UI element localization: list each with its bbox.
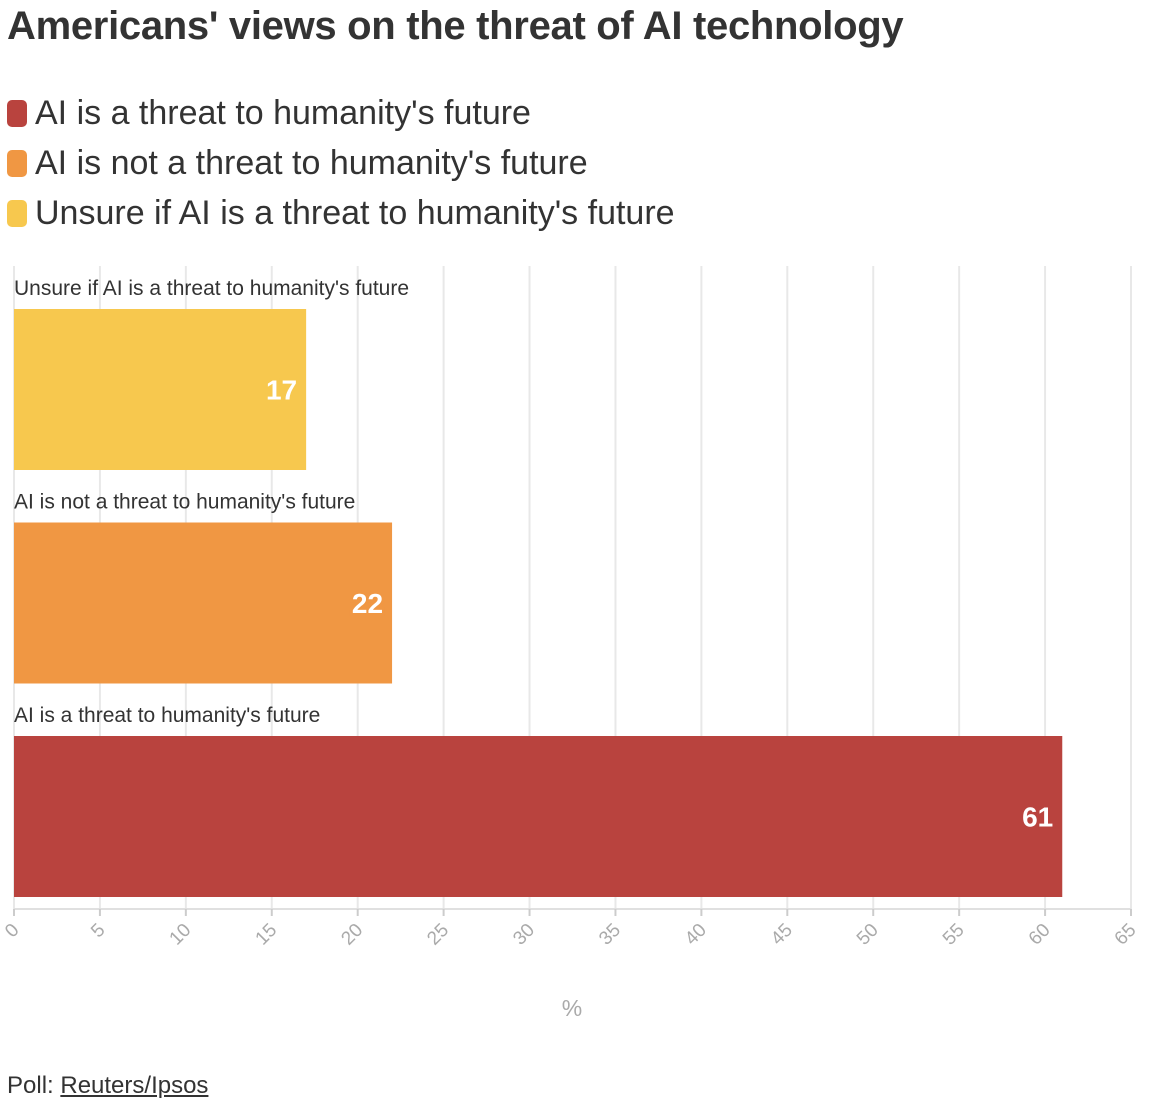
x-tick-label: 0 [1,920,23,942]
bar [14,736,1063,897]
footer-prefix: Poll: [7,1072,61,1099]
bar-value-label: 61 [1022,802,1053,833]
legend-item-not-threat: AI is not a threat to humanity's future [7,138,675,188]
legend-label-threat: AI is a threat to humanity's future [35,93,531,132]
footer-source: Poll: Reuters/Ipsos [7,1072,208,1100]
chart-title: Americans' views on the threat of AI tec… [7,4,904,48]
x-tick-label: 20 [337,920,367,950]
bar [14,522,393,684]
bar-category-label: AI is a threat to humanity's future [14,704,320,727]
source-link[interactable]: Reuters/Ipsos [60,1072,209,1099]
x-tick-label: 30 [509,920,539,950]
x-tick-label: 35 [595,920,625,950]
legend-swatch-unsure [7,199,27,227]
bar-value-label: 17 [266,375,297,406]
legend-swatch-not-threat [7,149,27,177]
bar-chart: Unsure if AI is a threat to humanity's f… [1,266,1141,1021]
legend-item-unsure: Unsure if AI is a threat to humanity's f… [7,188,675,238]
x-tick-label: 65 [1111,920,1141,950]
bar [14,309,307,470]
x-tick-label: 45 [767,920,797,950]
bar-category-label: AI is not a threat to humanity's future [14,491,355,514]
x-tick-label: 50 [853,920,883,950]
bar-category-label: Unsure if AI is a threat to humanity's f… [14,277,409,300]
x-tick-label: 60 [1025,920,1055,950]
x-tick-label: 10 [166,920,196,950]
legend-label-unsure: Unsure if AI is a threat to humanity's f… [35,193,675,232]
x-tick-label: 55 [939,920,969,950]
bar-value-label: 22 [352,588,383,619]
x-tick-label: 15 [252,920,282,950]
legend-item-threat: AI is a threat to humanity's future [7,88,675,138]
legend-label-not-threat: AI is not a threat to humanity's future [35,143,588,182]
x-tick-label: 25 [423,920,453,950]
x-tick-label: 40 [681,920,711,950]
legend: AI is a threat to humanity's future AI i… [7,88,675,238]
x-tick-label: 5 [87,920,109,942]
x-axis-title: % [562,995,582,1021]
legend-swatch-threat [7,99,27,127]
